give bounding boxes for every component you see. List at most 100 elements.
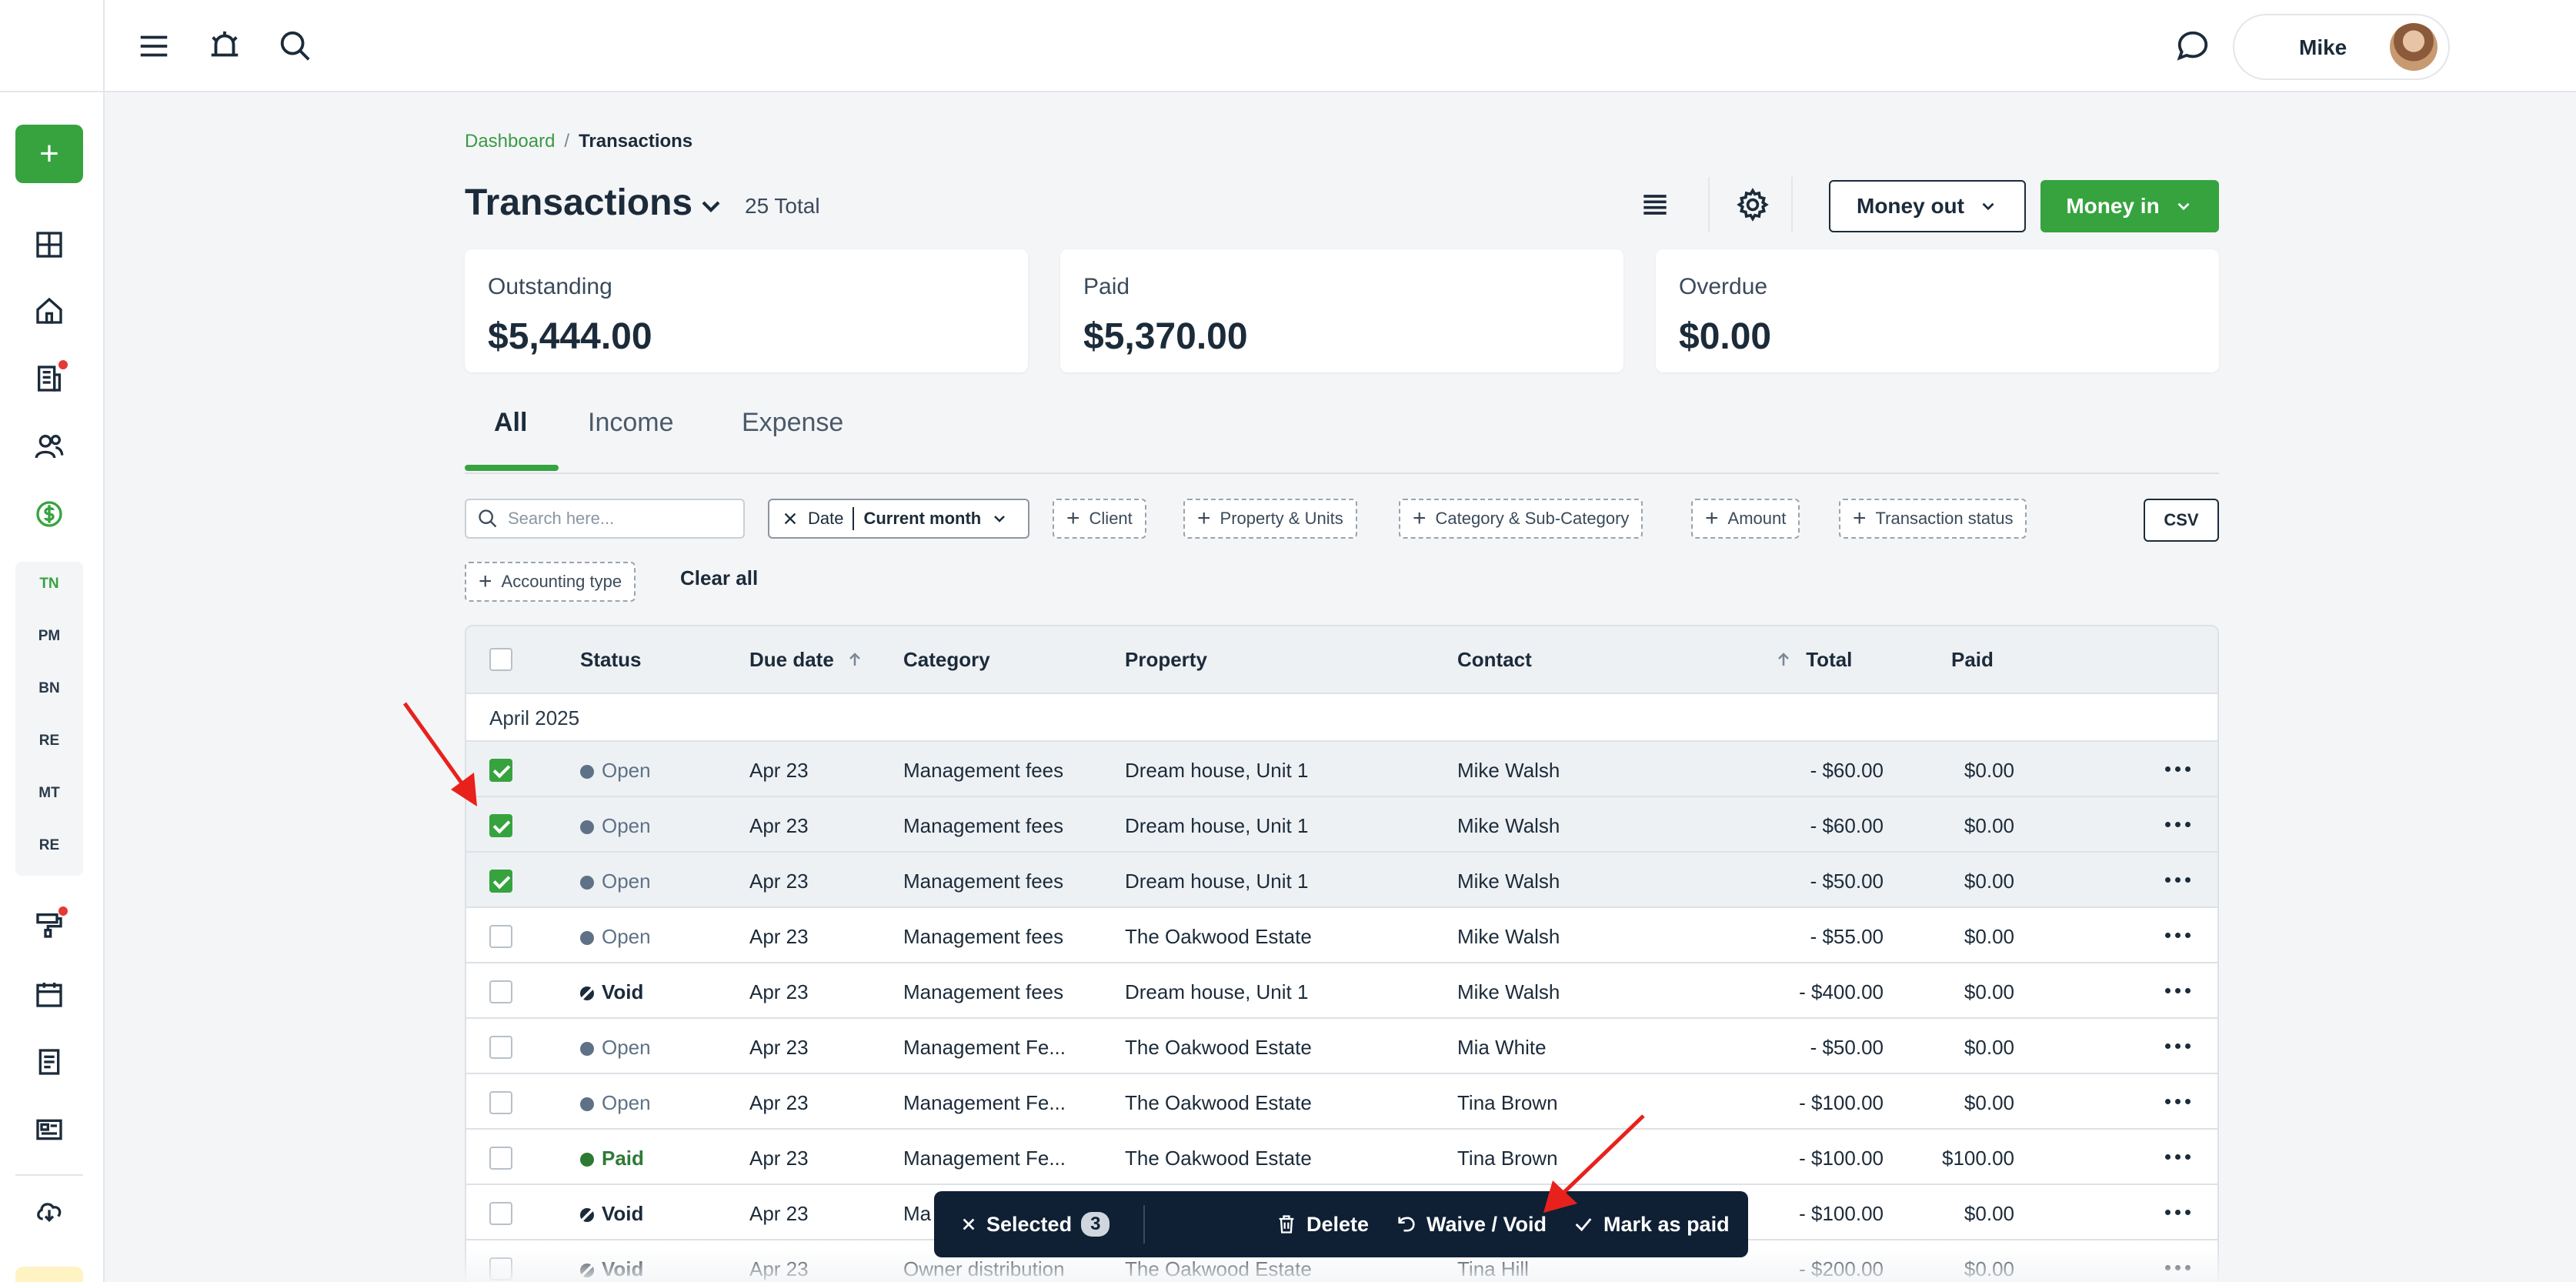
bell-icon[interactable]	[202, 23, 248, 69]
date-filter[interactable]: Date Current month	[768, 499, 1029, 539]
table-row[interactable]: Open Apr 23 Management Fe... The Oakwood Es…	[466, 1019, 2217, 1074]
table-row[interactable]: Open Apr 23 Management fees Dream house, Un…	[466, 742, 2217, 797]
search-icon[interactable]	[272, 23, 319, 69]
row-checkbox[interactable]	[489, 759, 512, 782]
more-options-icon[interactable]	[2165, 757, 2196, 780]
tab-expense[interactable]: Expense	[742, 408, 844, 437]
submenu-item[interactable]: RE	[38, 837, 60, 853]
money-out-button[interactable]: Money out	[1829, 180, 2026, 232]
column-property[interactable]: Property	[1125, 648, 1207, 671]
add-new-button[interactable]: +	[15, 125, 83, 183]
money-in-button[interactable]: Money in	[2040, 180, 2219, 232]
mark-as-paid-button[interactable]: Mark as paid	[1573, 1191, 1730, 1257]
due-date-cell: Apr 23	[749, 1091, 809, 1114]
people-icon[interactable]	[29, 426, 69, 466]
dashboard-icon[interactable]	[29, 225, 69, 265]
row-checkbox[interactable]	[489, 980, 512, 1003]
clear-all-link[interactable]: Clear all	[680, 566, 759, 589]
search-field[interactable]	[465, 499, 745, 539]
contact-cell: Mia White	[1457, 1036, 1547, 1059]
building-icon[interactable]	[29, 359, 69, 399]
column-paid[interactable]: Paid	[1951, 648, 1994, 671]
row-checkbox[interactable]	[489, 925, 512, 948]
clear-selection-button[interactable]: Selected 3	[960, 1191, 1110, 1257]
notification-dot	[58, 906, 68, 916]
row-checkbox[interactable]	[489, 1202, 512, 1225]
chat-icon[interactable]	[2170, 23, 2216, 69]
more-options-icon[interactable]	[2165, 1145, 2196, 1168]
status-cell: Open	[580, 925, 651, 949]
chip-label: Accounting type	[501, 572, 622, 591]
more-options-icon[interactable]	[2165, 1034, 2196, 1057]
breadcrumb-dashboard-link[interactable]: Dashboard	[465, 131, 556, 152]
filter-chip-client[interactable]: + Client	[1053, 499, 1146, 539]
sidebar-bottom-chip	[15, 1267, 83, 1282]
column-due-date[interactable]: Due date	[749, 648, 864, 672]
csv-button[interactable]: CSV	[2144, 499, 2219, 542]
column-status[interactable]: Status	[580, 648, 642, 671]
more-options-icon[interactable]	[2165, 979, 2196, 1002]
column-total[interactable]: Total	[1774, 648, 1852, 672]
table-row[interactable]: Paid Apr 23 Management Fe... The Oakwood Es…	[466, 1130, 2217, 1185]
table-row[interactable]: Open Apr 23 Management fees The Oakwood Est…	[466, 908, 2217, 963]
more-options-icon[interactable]	[2165, 1200, 2196, 1224]
row-checkbox[interactable]	[489, 1091, 512, 1114]
contact-cell: Mike Walsh	[1457, 759, 1560, 782]
chip-label: Property & Units	[1220, 509, 1343, 528]
summary-value: $0.00	[1679, 316, 1772, 357]
row-checkbox[interactable]	[489, 1036, 512, 1059]
more-options-icon[interactable]	[2165, 923, 2196, 946]
gear-icon[interactable]	[1728, 180, 1777, 229]
waive-void-button[interactable]: Waive / Void	[1396, 1191, 1547, 1257]
overdue-card: Overdue $0.00	[1656, 249, 2219, 372]
tab-all[interactable]: All	[494, 408, 528, 437]
home-icon[interactable]	[29, 291, 69, 331]
table-row[interactable]: Void Apr 23 Management fees Dream house, Un…	[466, 963, 2217, 1019]
column-contact[interactable]: Contact	[1457, 648, 1532, 671]
submenu-item[interactable]: MT	[38, 785, 60, 801]
submenu-item[interactable]: TN	[39, 576, 59, 592]
filter-chip-amount[interactable]: + Amount	[1691, 499, 1800, 539]
row-checkbox[interactable]	[489, 814, 512, 837]
total-cell: - $400.00	[1799, 980, 1884, 1003]
filter-chip-category[interactable]: + Category & Sub-Category	[1399, 499, 1643, 539]
user-menu[interactable]: Mike	[2233, 14, 2450, 80]
menu-icon[interactable]	[131, 23, 177, 69]
row-checkbox[interactable]	[489, 1147, 512, 1170]
submenu-item[interactable]: RE	[38, 733, 60, 749]
category-cell: Management fees	[903, 980, 1064, 1003]
submenu-item[interactable]: BN	[38, 680, 60, 696]
table-row[interactable]: Open Apr 23 Management fees Dream house, Un…	[466, 853, 2217, 908]
more-options-icon[interactable]	[2165, 813, 2196, 836]
filter-chip-status[interactable]: + Transaction status	[1839, 499, 2027, 539]
search-input[interactable]	[508, 509, 731, 529]
news-icon[interactable]	[29, 1110, 69, 1150]
close-icon[interactable]	[782, 510, 799, 527]
tab-income[interactable]: Income	[588, 408, 674, 437]
more-options-icon[interactable]	[2165, 868, 2196, 891]
list-view-icon[interactable]	[1630, 180, 1680, 229]
plus-icon: +	[479, 569, 492, 594]
logo-area	[0, 0, 103, 92]
submenu-item[interactable]: PM	[38, 628, 61, 644]
filter-chip-property[interactable]: + Property & Units	[1183, 499, 1357, 539]
group-label: April 2025	[489, 706, 580, 729]
status-label: Open	[602, 1036, 651, 1059]
chevron-down-icon[interactable]	[696, 191, 726, 222]
download-icon[interactable]	[29, 1191, 69, 1231]
calendar-icon[interactable]	[29, 974, 69, 1014]
select-all-checkbox[interactable]	[489, 648, 512, 671]
money-icon[interactable]	[29, 494, 69, 534]
table-row[interactable]: Open Apr 23 Management Fe... The Oakwood Es…	[466, 1074, 2217, 1130]
more-options-icon[interactable]	[2165, 1090, 2196, 1113]
document-icon[interactable]	[29, 1042, 69, 1082]
due-date-cell: Apr 23	[749, 1036, 809, 1059]
row-checkbox[interactable]	[489, 870, 512, 893]
delete-button[interactable]: Delete	[1276, 1191, 1369, 1257]
page-title[interactable]: Transactions	[465, 182, 693, 223]
filter-chip-accounting-type[interactable]: + Accounting type	[465, 562, 636, 602]
table-row[interactable]: Open Apr 23 Management fees Dream house, Un…	[466, 797, 2217, 853]
tools-icon[interactable]	[29, 905, 69, 945]
column-category[interactable]: Category	[903, 648, 990, 671]
top-bar: Mike	[105, 0, 2576, 92]
